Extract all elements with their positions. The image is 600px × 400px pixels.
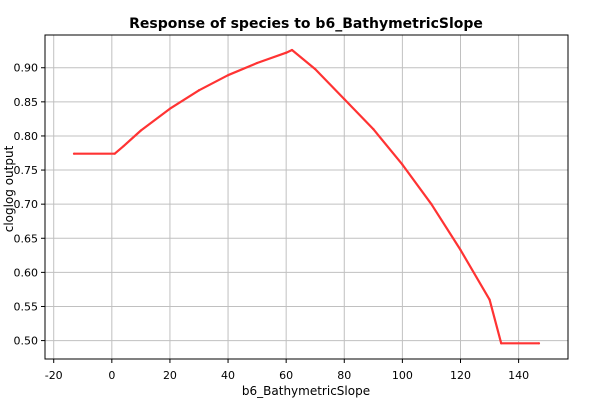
- data-point: [168, 107, 172, 110]
- x-tick-label: 140: [508, 369, 529, 382]
- data-point: [256, 61, 259, 65]
- data-point: [488, 298, 491, 301]
- x-tick-label: 100: [392, 369, 413, 382]
- data-point: [343, 98, 346, 101]
- x-tick-label: 20: [163, 369, 177, 382]
- y-tick-label: 0.65: [14, 232, 39, 245]
- data-point: [113, 152, 116, 155]
- data-point: [314, 68, 317, 71]
- plot-frame: [44, 34, 569, 360]
- y-tick-label: 0.75: [14, 164, 39, 177]
- y-tick-label: 0.80: [14, 130, 39, 143]
- x-tick-label: 60: [279, 369, 293, 382]
- data-point: [537, 342, 541, 345]
- y-tick-label: 0.55: [14, 300, 39, 313]
- grid-layer: [45, 35, 568, 359]
- y-axis-label: cloglog output: [2, 145, 16, 232]
- y-tick-label: 0.50: [14, 335, 39, 348]
- x-axis-label: b6_BathymetricSlope: [242, 384, 370, 398]
- y-tick-label: 0.85: [14, 96, 39, 109]
- data-point: [285, 51, 288, 54]
- y-tick-label: 0.60: [14, 266, 39, 279]
- data-point: [122, 145, 125, 148]
- x-tick-label: 0: [108, 369, 115, 382]
- chart-title: Response of species to b6_BathymetricSlo…: [129, 16, 483, 32]
- data-point: [372, 128, 375, 131]
- y-tick-label: 0.90: [14, 62, 39, 75]
- x-tick-label: 80: [337, 369, 351, 382]
- data-point: [290, 48, 294, 52]
- data-point: [500, 342, 503, 345]
- data-point: [430, 203, 433, 206]
- x-tick-label: 120: [450, 369, 471, 382]
- y-axis: 0.50 0.55 0.60 0.65 0.70 0.75 0.80 0.85 0.90: [14, 62, 45, 348]
- y-tick-label: 0.70: [14, 198, 39, 211]
- data-point: [139, 129, 142, 132]
- x-tick-label: -20: [45, 369, 63, 382]
- x-tick-label: 40: [221, 369, 235, 382]
- data-point: [459, 248, 462, 251]
- x-axis: -20 0 20 40 60 80 100 120 140: [45, 359, 529, 382]
- data-point: [401, 163, 404, 166]
- series-layer: [72, 48, 541, 345]
- data-point: [226, 74, 230, 77]
- data-point: [72, 152, 76, 155]
- data-point: [197, 89, 201, 92]
